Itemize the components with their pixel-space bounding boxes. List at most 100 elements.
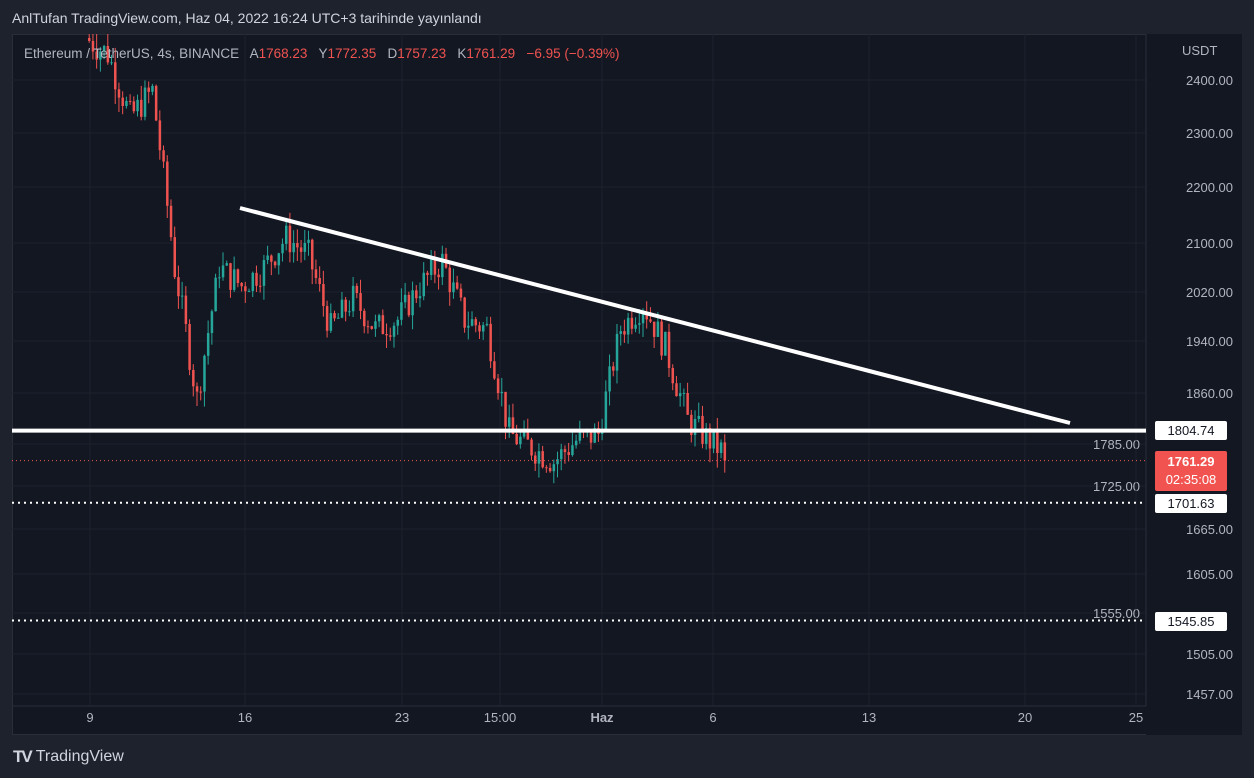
candle-body <box>578 430 582 441</box>
y-tick-label: 1457.00 <box>1186 687 1233 702</box>
candle-body <box>467 325 470 328</box>
candle-body <box>634 324 637 329</box>
candle-body <box>534 455 537 464</box>
candle-body <box>656 321 660 337</box>
x-tick-label: 13 <box>862 710 876 725</box>
candle-body <box>470 319 474 326</box>
candle-body <box>697 415 701 420</box>
candle-body <box>192 369 195 387</box>
y-tick-label: 1860.00 <box>1186 386 1233 401</box>
y-tick-label: 1940.00 <box>1186 334 1233 349</box>
x-tick-label: 16 <box>238 710 252 725</box>
candle-body <box>184 295 188 325</box>
x-tick-label: 6 <box>709 710 716 725</box>
candle-body <box>333 313 336 319</box>
candle-body <box>500 391 504 394</box>
candle-body <box>214 277 217 312</box>
candle-body <box>340 299 344 318</box>
candle-body <box>675 383 678 397</box>
level-tag-1: 1804.74 <box>1155 421 1227 440</box>
high-value: 1772.35 <box>327 46 377 61</box>
candle-body <box>240 283 243 287</box>
candle-body <box>574 440 578 446</box>
candle-body <box>567 452 570 456</box>
candle-body <box>478 325 481 332</box>
candle-body <box>407 294 411 316</box>
candle-body <box>117 89 121 98</box>
chart-svg[interactable]: USDT 2400.00 2300.00 2200.00 2100.00 2020.00 1… <box>12 34 1242 735</box>
y-tick-label: 2300.00 <box>1186 126 1233 141</box>
level-tag-2: 1701.63 <box>1155 494 1227 513</box>
candle-body <box>128 100 132 102</box>
y-tick-label: 1555.00 <box>1093 606 1140 621</box>
candle-body <box>429 259 433 276</box>
y-tick-label: 1725.00 <box>1093 479 1140 494</box>
candle-body <box>481 325 485 332</box>
y-tick-label: 1605.00 <box>1186 567 1233 582</box>
candle-body <box>177 277 180 297</box>
candle-body <box>693 419 697 436</box>
y-tick-label: 2200.00 <box>1186 180 1233 195</box>
candle-body <box>422 272 425 297</box>
candle-body <box>385 333 388 336</box>
candle-body <box>158 120 162 151</box>
candle-body <box>522 429 526 437</box>
low-value: 1757.23 <box>397 46 447 61</box>
candle-body <box>723 442 727 461</box>
candle-body <box>548 467 552 472</box>
open-value: 1768.23 <box>258 46 308 61</box>
candle-body <box>374 321 377 329</box>
candle-body <box>285 225 288 244</box>
candle-body <box>106 46 110 63</box>
candle-body <box>686 392 689 415</box>
candle-body <box>337 317 340 319</box>
symbol-name[interactable]: Ethereum / TetherUS, 4s, BINANCE <box>24 46 240 61</box>
candle-body <box>619 331 622 334</box>
y-tick-label: 1785.00 <box>1093 437 1140 452</box>
candle-body <box>88 38 91 41</box>
x-tick-label: Haz <box>590 710 614 725</box>
candle-body <box>455 282 459 289</box>
level-tag-3: 1545.85 <box>1155 612 1227 631</box>
publish-info: AnlTufan TradingView.com, Haz 04, 2022 1… <box>12 10 482 26</box>
candle-body <box>344 299 347 312</box>
close-value: 1761.29 <box>466 46 516 61</box>
candle-body <box>649 319 652 322</box>
current-price: 1761.29 <box>1167 454 1215 469</box>
tradingview-logo[interactable]: TV TradingView <box>13 747 124 767</box>
candle-body <box>389 335 392 337</box>
candle-body <box>244 286 247 292</box>
candle-body <box>314 269 318 279</box>
current-price-tag: 1761.29 02:35:08 <box>1155 451 1227 491</box>
candle-body <box>626 317 630 335</box>
candle-body <box>132 101 136 112</box>
chart-pane[interactable] <box>12 34 1242 735</box>
candle-body <box>571 445 574 456</box>
candle-body <box>719 442 723 454</box>
candle-body <box>180 295 184 297</box>
low-label: D <box>387 46 398 61</box>
candle-body <box>270 255 273 262</box>
candle-body <box>556 459 559 465</box>
candle-body <box>377 315 381 322</box>
candle-body <box>325 306 329 331</box>
candle-body <box>396 319 399 326</box>
candle-body <box>114 62 117 90</box>
candle-body <box>682 392 686 394</box>
candle-body <box>463 297 466 328</box>
y-tick-label: 2400.00 <box>1186 73 1233 88</box>
candle-body <box>221 265 225 278</box>
candle-body <box>652 321 656 337</box>
candle-body <box>426 272 429 276</box>
x-tick-label: 23 <box>395 710 409 725</box>
candle-body <box>169 205 173 238</box>
candle-body <box>537 451 541 464</box>
candle-body <box>441 253 444 278</box>
candle-body <box>318 278 321 285</box>
candle-body <box>496 378 500 394</box>
tv-logo-icon: TV <box>13 747 33 766</box>
candle-body <box>485 323 489 326</box>
candle-body <box>236 269 240 284</box>
candle-body <box>363 310 366 327</box>
candle-body <box>589 429 593 443</box>
